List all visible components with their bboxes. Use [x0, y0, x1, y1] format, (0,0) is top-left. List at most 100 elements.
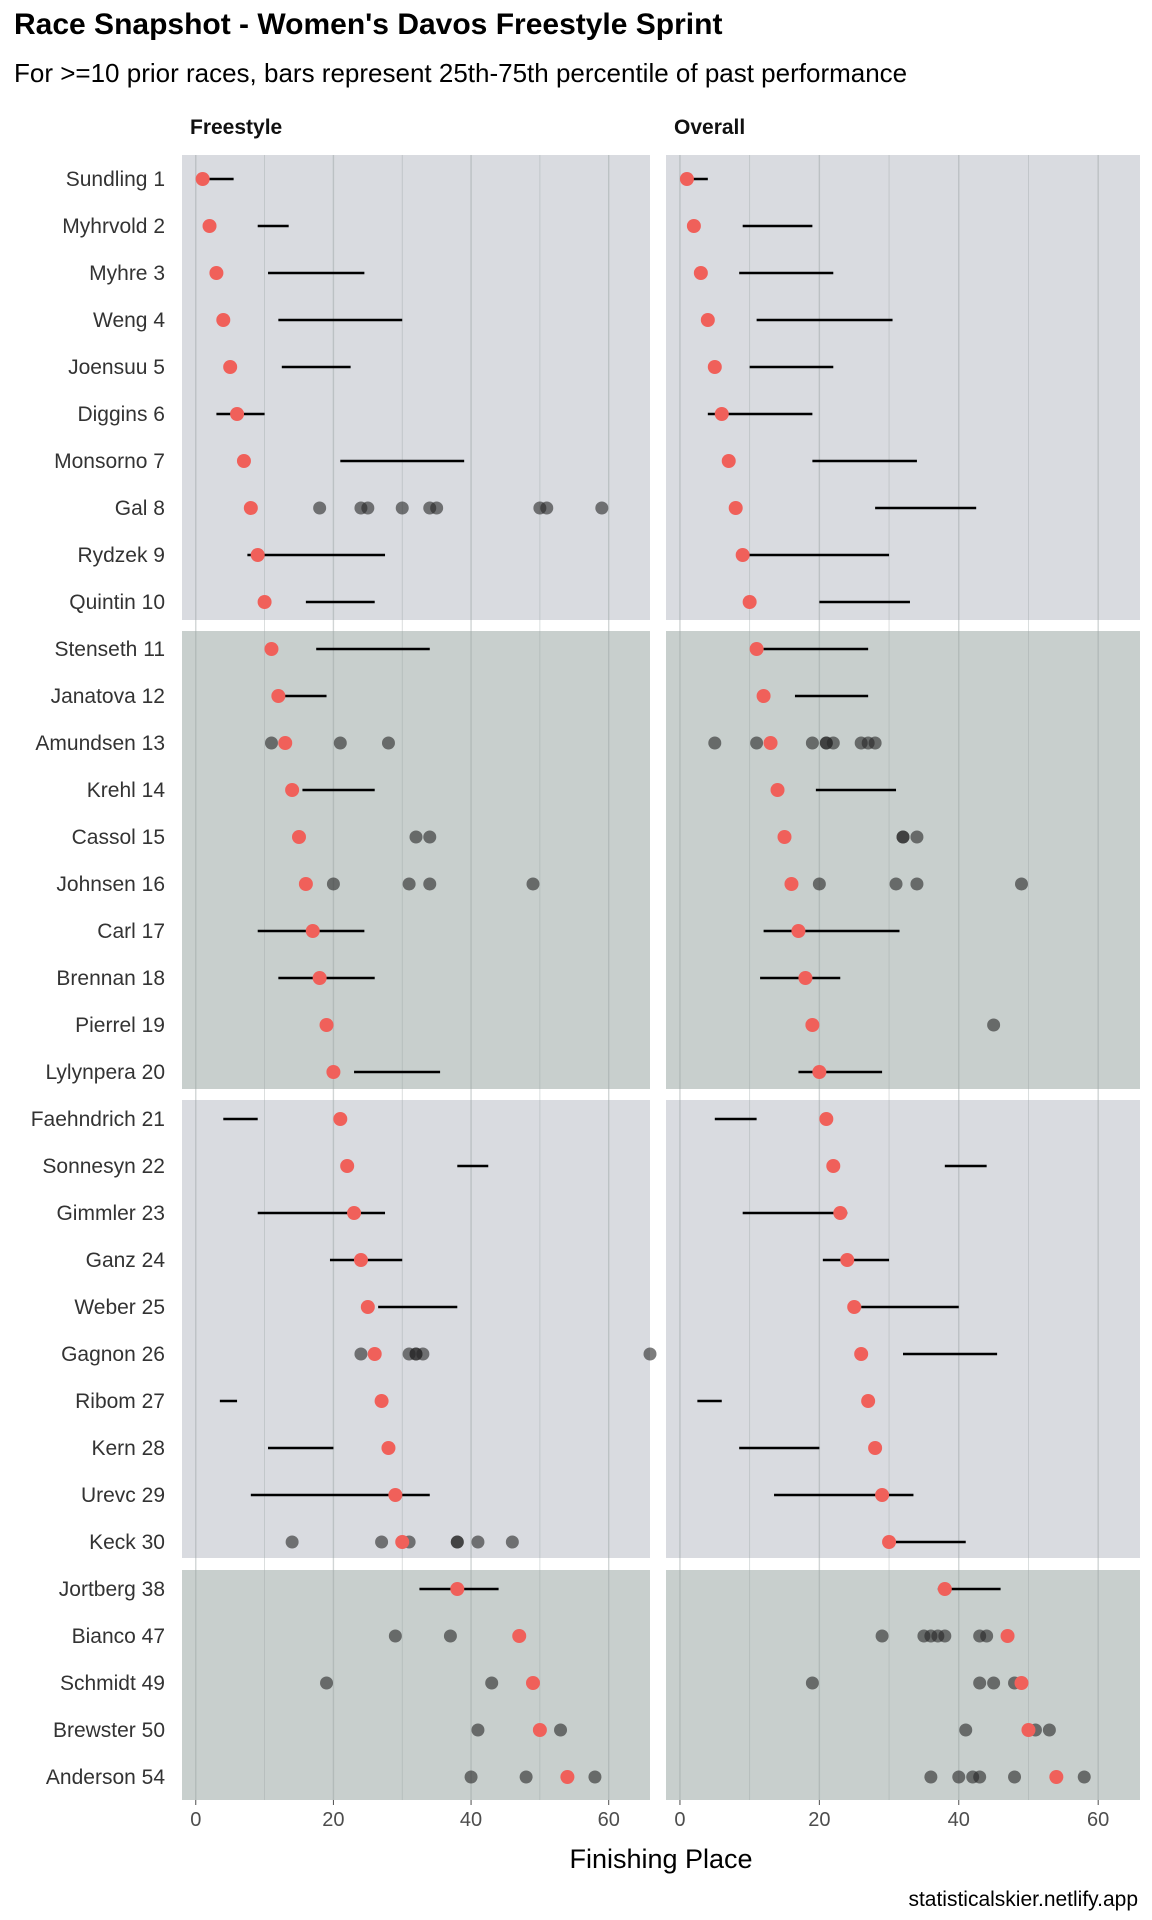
past-result-point-freestyle: [285, 1535, 299, 1549]
current-place-point-freestyle: [250, 548, 265, 562]
past-result-point-overall: [868, 736, 882, 750]
x-tick-label-freestyle: 20: [322, 1809, 344, 1831]
current-place-point-overall: [854, 1347, 869, 1361]
current-place-point-freestyle: [305, 924, 320, 938]
past-result-point-overall: [889, 877, 903, 891]
past-result-point-overall: [910, 830, 924, 844]
past-result-point-freestyle: [423, 830, 437, 844]
current-place-point-overall: [812, 1065, 827, 1079]
x-tick-label-freestyle: 40: [460, 1809, 482, 1831]
past-result-point-freestyle: [588, 1770, 602, 1784]
past-result-point-freestyle: [375, 1535, 389, 1549]
past-result-point-overall: [805, 736, 819, 750]
x-axis-title: Finishing Place: [569, 1844, 752, 1874]
past-result-point-freestyle: [450, 1535, 464, 1549]
past-result-point-overall: [959, 1723, 973, 1737]
skier-label: Weber 25: [74, 1296, 165, 1319]
skier-label: Bianco 47: [72, 1625, 165, 1648]
group-band-overall-0: [666, 155, 1140, 620]
past-result-point-freestyle: [423, 877, 437, 891]
current-place-point-freestyle: [243, 501, 258, 515]
past-result-point-freestyle: [402, 877, 416, 891]
past-result-point-overall: [1042, 1723, 1056, 1737]
past-result-point-freestyle: [540, 501, 554, 515]
past-result-point-freestyle: [354, 1347, 368, 1361]
x-tick-label-overall: 0: [674, 1809, 685, 1831]
chart-subtitle: For >=10 prior races, bars represent 25t…: [14, 58, 908, 88]
current-place-point-freestyle: [257, 595, 272, 609]
past-result-point-freestyle: [320, 1676, 334, 1690]
past-result-point-freestyle: [526, 877, 540, 891]
skier-label: Cassol 15: [72, 826, 165, 849]
skier-label: Gal 8: [115, 497, 165, 520]
current-place-point-freestyle: [367, 1347, 382, 1361]
x-tick-label-overall: 20: [808, 1809, 830, 1831]
facet-label-freestyle: Freestyle: [190, 116, 282, 139]
current-place-point-overall: [721, 454, 736, 468]
past-result-point-overall: [987, 1676, 1001, 1690]
past-result-point-overall: [875, 1629, 889, 1643]
current-place-point-overall: [1021, 1723, 1036, 1737]
past-result-point-overall: [896, 830, 910, 844]
past-result-point-overall: [826, 736, 840, 750]
current-place-point-overall: [763, 736, 778, 750]
group-band-freestyle-3: [182, 1570, 650, 1800]
current-place-point-freestyle: [340, 1159, 355, 1173]
past-result-point-overall: [987, 1018, 1001, 1032]
current-place-point-overall: [875, 1488, 890, 1502]
current-place-point-overall: [826, 1159, 841, 1173]
skier-label: Myhrvold 2: [62, 215, 165, 238]
x-tick-label-freestyle: 0: [190, 1809, 201, 1831]
current-place-point-overall: [728, 501, 743, 515]
skier-label: Carl 17: [97, 920, 165, 943]
group-band-overall-2: [666, 1100, 1140, 1558]
skier-label: Anderson 54: [46, 1766, 165, 1789]
current-place-point-freestyle: [285, 783, 300, 797]
group-band-freestyle-1: [182, 631, 650, 1089]
current-place-point-overall: [840, 1253, 855, 1267]
skier-label: Quintin 10: [69, 591, 165, 614]
group-band-overall-1: [666, 631, 1140, 1089]
current-place-point-freestyle: [347, 1206, 362, 1220]
current-place-point-overall: [882, 1535, 897, 1549]
skier-label: Brewster 50: [53, 1719, 165, 1742]
past-result-point-freestyle: [464, 1770, 478, 1784]
current-place-point-overall: [679, 172, 694, 186]
skier-label: Janatova 12: [51, 685, 165, 708]
past-result-point-overall: [750, 736, 764, 750]
current-place-point-overall: [798, 971, 813, 985]
skier-label: Joensuu 5: [68, 356, 165, 379]
past-result-point-freestyle: [361, 501, 375, 515]
skier-label: Keck 30: [89, 1531, 165, 1554]
skier-label: Ribom 27: [75, 1390, 165, 1413]
current-place-point-overall: [749, 642, 764, 656]
group-band-freestyle-0: [182, 155, 650, 620]
skier-label: Urevc 29: [81, 1484, 165, 1507]
skier-label: Stenseth 11: [54, 638, 165, 661]
past-result-point-freestyle: [388, 1629, 402, 1643]
past-result-point-overall: [910, 877, 924, 891]
x-tick-label-freestyle: 60: [598, 1809, 620, 1831]
past-result-point-overall: [708, 736, 722, 750]
current-place-point-overall: [805, 1018, 820, 1032]
current-place-point-freestyle: [312, 971, 327, 985]
past-result-point-overall: [980, 1629, 994, 1643]
past-result-point-freestyle: [264, 736, 278, 750]
past-result-point-freestyle: [430, 501, 444, 515]
skier-label: Krehl 14: [87, 779, 166, 802]
skier-label: Johnsen 16: [56, 873, 165, 896]
skier-label: Kern 28: [91, 1437, 165, 1460]
past-result-point-freestyle: [595, 501, 609, 515]
x-tick-label-overall: 40: [948, 1809, 970, 1831]
past-result-point-freestyle: [519, 1770, 533, 1784]
current-place-point-overall: [833, 1206, 848, 1220]
current-place-point-freestyle: [381, 1441, 396, 1455]
skier-label: Ganz 24: [86, 1249, 166, 1272]
current-place-point-freestyle: [209, 266, 224, 280]
skier-label: Sonnesyn 22: [42, 1155, 165, 1178]
current-place-point-overall: [686, 219, 701, 233]
current-place-point-freestyle: [264, 642, 279, 656]
current-place-point-overall: [756, 689, 771, 703]
current-place-point-overall: [770, 783, 785, 797]
